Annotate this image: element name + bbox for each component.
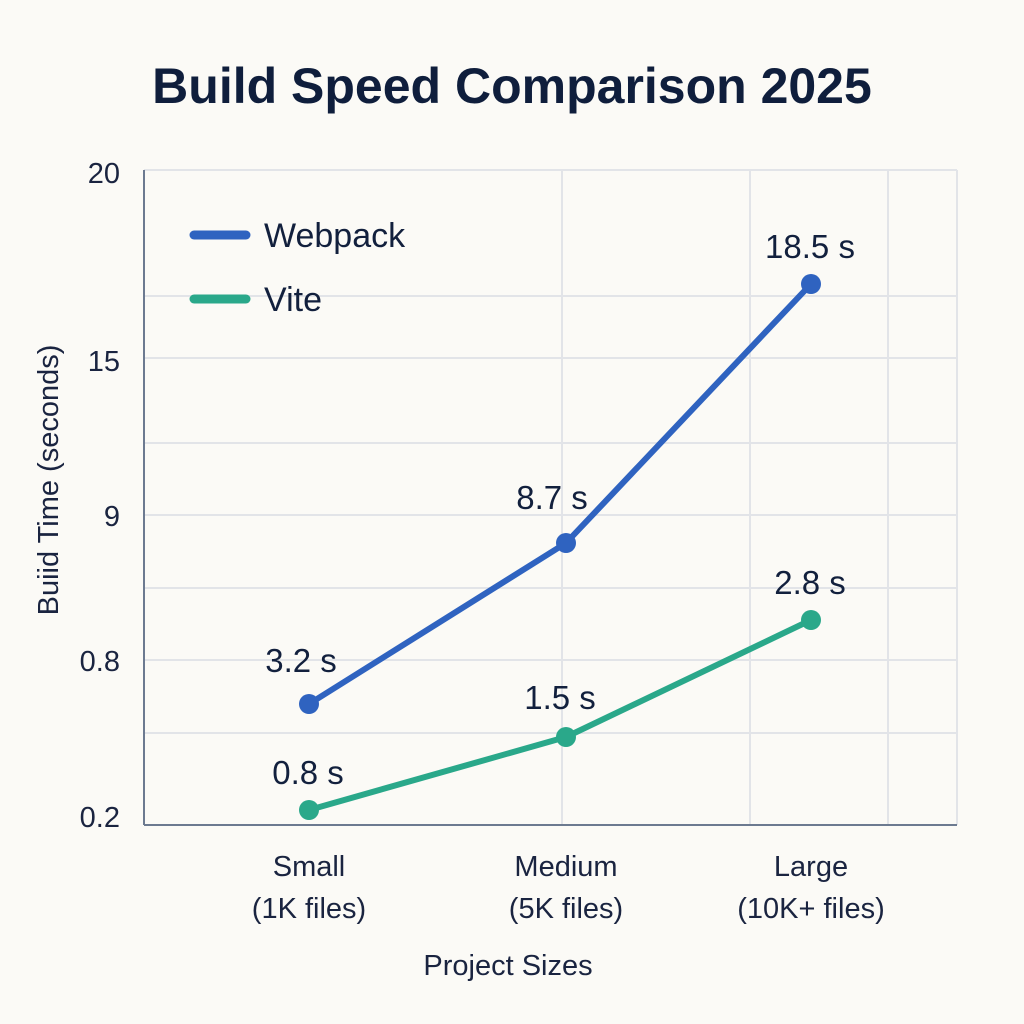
x-tick-sublabel: (5K files) (509, 893, 623, 925)
data-point (801, 610, 821, 630)
y-tick-label: 0.8 (80, 646, 120, 678)
x-tick-labels: Small (1K files) Medium (5K files) Large (10K… (252, 851, 885, 925)
y-tick-labels: 20 15 9 0.8 0.2 (80, 158, 120, 834)
y-tick-label: 0.2 (80, 802, 120, 834)
series-webpack: 3.2 s 8.7 s 18.5 s (265, 228, 855, 714)
data-label: 2.8 s (774, 564, 846, 601)
y-axis-label: Buiid Time (seconds) (33, 345, 65, 616)
data-label: 0.8 s (272, 754, 344, 791)
x-tick-label: Small (273, 851, 346, 883)
chart-title: Build Speed Comparison 2025 (152, 58, 872, 114)
data-point (556, 533, 576, 553)
x-axis-label: Project Sizes (423, 950, 592, 982)
data-label: 18.5 s (765, 228, 855, 265)
axes (143, 170, 957, 826)
gridlines (144, 169, 958, 825)
y-tick-label: 15 (88, 346, 120, 378)
data-point (556, 727, 576, 747)
x-tick-sublabel: (1K files) (252, 893, 366, 925)
series: 3.2 s 8.7 s 18.5 s 0.8 s 1.5 s 2.8 s (265, 228, 855, 820)
y-tick-label: 9 (104, 501, 120, 533)
data-label: 8.7 s (516, 479, 588, 516)
data-point (801, 274, 821, 294)
legend: Webpack Vite (189, 217, 406, 319)
data-label: 3.2 s (265, 642, 337, 679)
legend-label: Vite (264, 281, 322, 319)
data-point (299, 800, 319, 820)
x-tick-sublabel: (10K+ files) (737, 893, 884, 925)
x-tick-label: Medium (514, 851, 617, 883)
x-tick-label: Large (774, 851, 848, 883)
y-tick-label: 20 (88, 158, 120, 190)
legend-label: Webpack (264, 217, 406, 255)
series-vite: 0.8 s 1.5 s 2.8 s (272, 564, 846, 820)
data-label: 1.5 s (524, 679, 596, 716)
data-point (299, 694, 319, 714)
